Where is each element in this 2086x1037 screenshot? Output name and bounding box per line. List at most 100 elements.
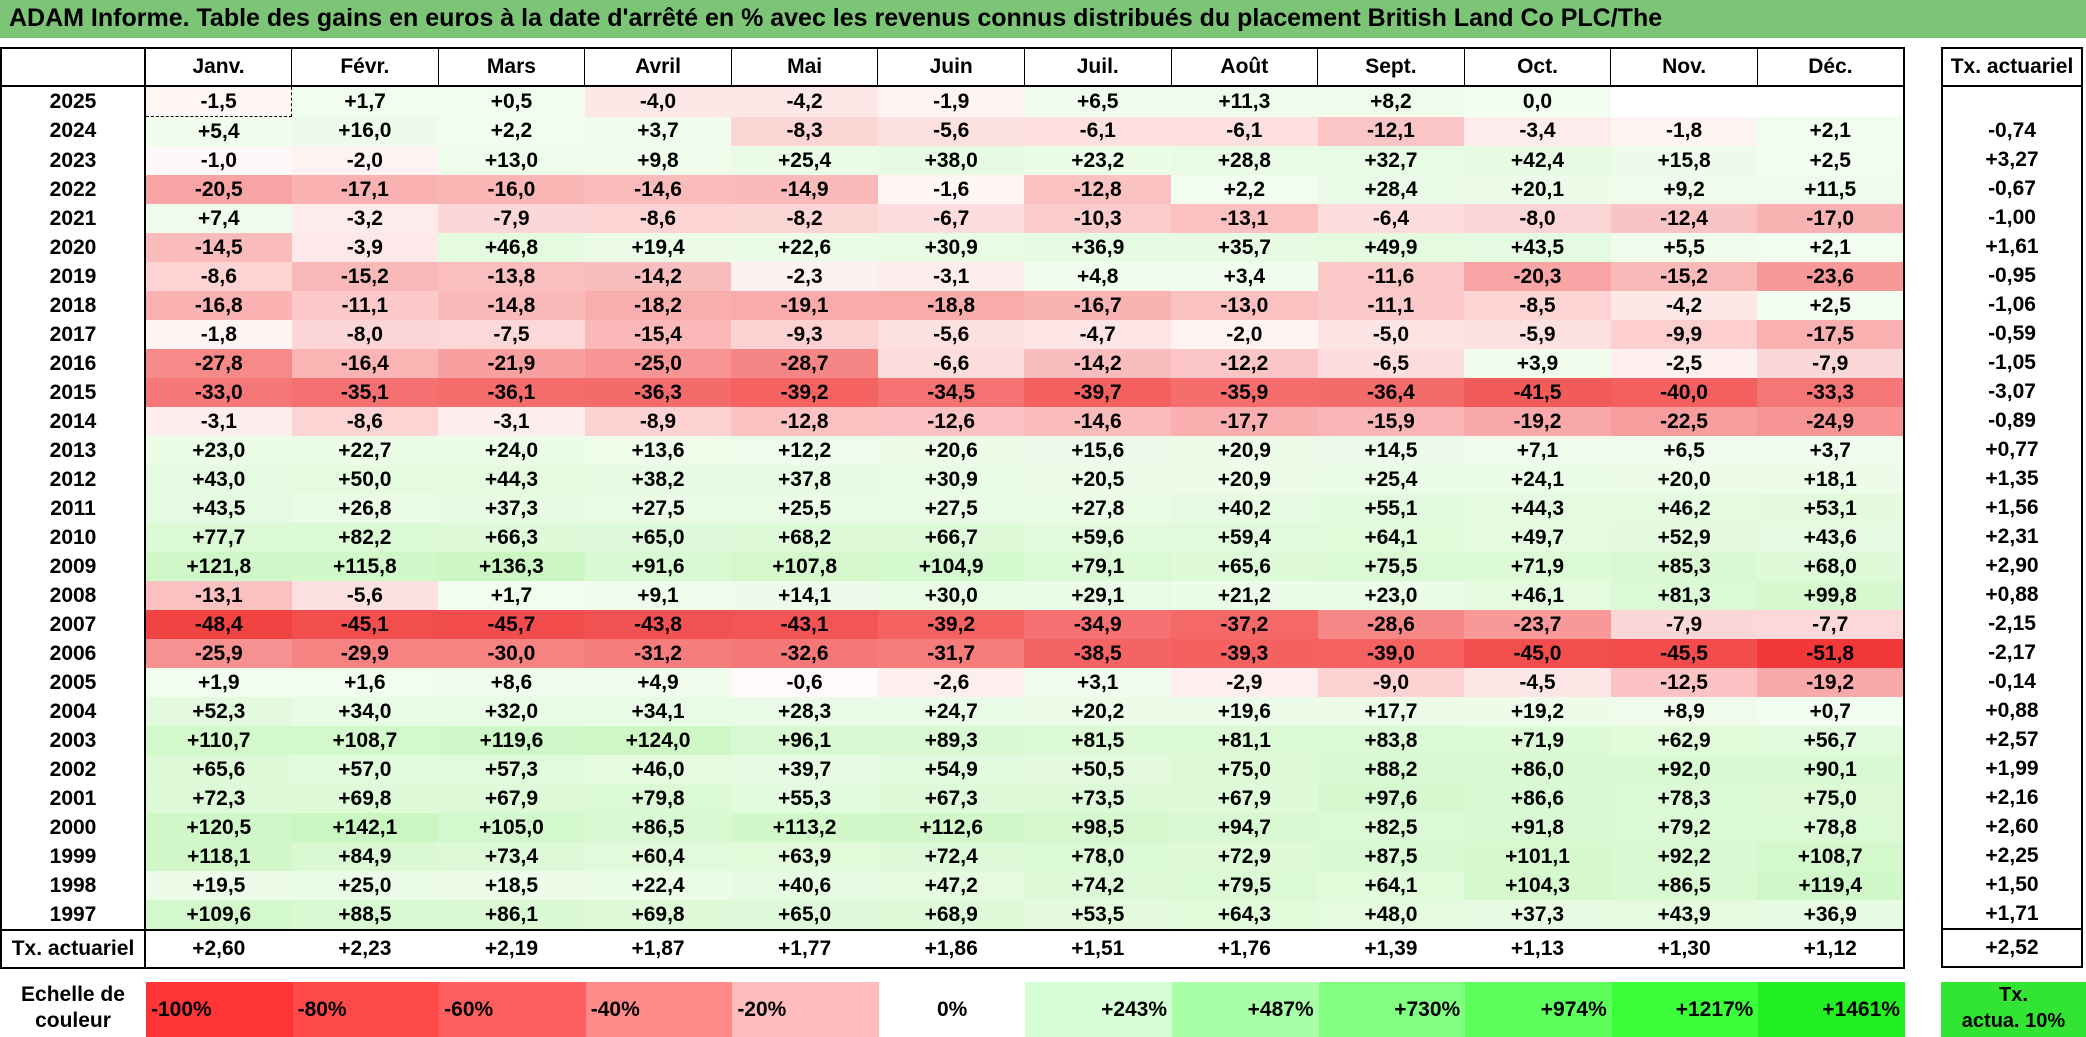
- value-cell: +84,9: [291, 842, 439, 871]
- value-cell: -45,1: [291, 610, 439, 639]
- value-cell: -9,0: [1317, 668, 1465, 697]
- footer-cell: +1,86: [877, 929, 1025, 968]
- value-cell: -12,2: [1171, 349, 1318, 378]
- table-row: 2008 -13,1 -5,6 +1,7 +9,1 +14,1 +30,0 +29,1 +21,…: [1, 581, 1904, 610]
- value-cell: +68,0: [1757, 552, 1904, 581]
- value-cell: -14,6: [584, 175, 732, 204]
- value-cell: +43,6: [1757, 523, 1904, 552]
- value-cell: -2,0: [1171, 320, 1318, 349]
- table-row: 2012 +43,0 +50,0 +44,3 +38,2 +37,8 +30,9 +20,5 +…: [1, 465, 1904, 494]
- year-cell: 2016: [1, 349, 146, 378]
- footer-cell: +1,77: [731, 929, 878, 968]
- rate-cell: +1,56: [1985, 495, 2039, 519]
- value-cell: +52,3: [145, 697, 292, 726]
- value-cell: +48,0: [1317, 900, 1465, 930]
- color-scale-swatch: -80%: [292, 982, 440, 1037]
- value-cell: -48,4: [145, 610, 292, 639]
- value-cell: -39,2: [877, 610, 1025, 639]
- report-title: ADAM Informe. Table des gains en euros à…: [9, 4, 1663, 32]
- value-cell: +1,7: [291, 86, 439, 117]
- value-cell: +68,2: [731, 523, 878, 552]
- value-cell: +72,9: [1171, 842, 1318, 871]
- table-row: 2025 -1,5 +1,7 +0,5 -4,0 -4,2 -1,9 +6,5 +11,3 +8,…: [1, 85, 1904, 117]
- color-scale-swatch: -20%: [732, 982, 879, 1037]
- value-cell: +65,0: [731, 900, 878, 930]
- value-cell: -18,8: [877, 291, 1025, 320]
- year-cell: 2009: [1, 552, 146, 581]
- table-row: 2019 -8,6 -15,2 -13,8 -14,2 -2,3 -3,1 +4,8 +3,4-…: [1, 262, 1904, 291]
- value-cell: +24,0: [438, 436, 585, 465]
- year-cell: 2002: [1, 755, 146, 784]
- year-cell: 2017: [1, 320, 146, 349]
- value-cell: +66,7: [877, 523, 1025, 552]
- value-cell: +107,8: [731, 552, 878, 581]
- value-cell: +53,5: [1024, 900, 1172, 930]
- value-cell: +46,0: [584, 755, 732, 784]
- value-cell: +119,6: [438, 726, 585, 755]
- value-cell: +63,9: [731, 842, 878, 871]
- value-cell: -7,9: [1757, 349, 1904, 378]
- value-cell: -33,3: [1757, 378, 1904, 407]
- table-row: 2018 -16,8 -11,1 -14,8 -18,2 -19,1 -18,8 -16,7-…: [1, 291, 1904, 320]
- value-cell: +136,3: [438, 552, 585, 581]
- value-cell: -7,7: [1757, 610, 1904, 639]
- table-row: 2006 -25,9 -29,9 -30,0 -31,2 -32,6 -31,7 -38,5-…: [1, 639, 1904, 668]
- value-cell: +11,3: [1171, 86, 1318, 117]
- table-row: 2007 -48,4 -45,1 -45,7 -43,8 -43,1 -39,2 -34,9-…: [1, 610, 1904, 639]
- value-cell: +3,4: [1171, 262, 1318, 291]
- rate-cell: -0,14: [1988, 669, 2036, 693]
- value-cell: +92,2: [1610, 842, 1758, 871]
- year-cell: 1998: [1, 871, 146, 900]
- value-cell: +55,1: [1317, 494, 1465, 523]
- value-cell: +24,7: [877, 697, 1025, 726]
- color-scale-swatch: +487%: [1172, 982, 1319, 1037]
- value-cell: +30,9: [877, 233, 1025, 262]
- value-cell: +19,5: [145, 871, 292, 900]
- value-cell: -31,2: [584, 639, 732, 668]
- value-cell: -36,3: [584, 378, 732, 407]
- value-cell: +37,8: [731, 465, 878, 494]
- year-cell: 2019: [1, 262, 146, 291]
- color-scale-swatch: +1461%: [1758, 982, 1905, 1037]
- value-cell: -45,0: [1464, 639, 1611, 668]
- value-cell: +79,1: [1024, 552, 1172, 581]
- value-cell: +24,1: [1464, 465, 1611, 494]
- value-cell: +68,9: [877, 900, 1025, 930]
- rate-cell: -0,74: [1988, 118, 2036, 142]
- value-cell: +69,8: [584, 900, 732, 930]
- month-header: Déc.: [1756, 48, 1904, 87]
- rate-cell: +2,25: [1985, 843, 2039, 867]
- value-cell: +8,2: [1317, 86, 1465, 117]
- rate-table: Tx. actuariel -0,74 +3,27 -0,67 -1,00 +1,61 -0…: [1941, 47, 2083, 968]
- year-cell: 2018: [1, 291, 146, 320]
- value-cell: +86,0: [1464, 755, 1611, 784]
- rate-cell: +2,57: [1985, 727, 2039, 751]
- value-cell: +91,6: [584, 552, 732, 581]
- value-cell: -5,9: [1464, 320, 1611, 349]
- value-cell: +38,0: [877, 146, 1025, 175]
- color-scale-label-line2: couleur: [35, 1009, 111, 1032]
- value-cell: -33,0: [145, 378, 292, 407]
- value-cell: +20,9: [1171, 436, 1318, 465]
- value-cell: +2,1: [1757, 233, 1904, 262]
- value-cell: +0,7: [1757, 697, 1904, 726]
- value-cell: +3,7: [1757, 436, 1904, 465]
- rate-cell: +0,77: [1985, 437, 2039, 461]
- value-cell: -1,9: [877, 86, 1025, 117]
- value-cell: +78,3: [1610, 784, 1758, 813]
- value-cell: -37,2: [1171, 610, 1318, 639]
- value-cell: -3,9: [291, 233, 439, 262]
- value-cell: -13,1: [1171, 204, 1318, 233]
- value-cell: -51,8: [1757, 639, 1904, 668]
- rate-cell: -0,67: [1988, 176, 2036, 200]
- value-cell: +104,9: [877, 552, 1025, 581]
- value-cell: +20,0: [1610, 465, 1758, 494]
- value-cell: +1,9: [145, 668, 292, 697]
- value-cell: +36,9: [1024, 233, 1172, 262]
- value-cell: +9,8: [584, 146, 732, 175]
- rate-cell: +2,31: [1985, 524, 2039, 548]
- value-cell: -34,5: [877, 378, 1025, 407]
- value-cell: +115,8: [291, 552, 439, 581]
- year-cell: 2024: [1, 116, 146, 146]
- value-cell: -14,8: [438, 291, 585, 320]
